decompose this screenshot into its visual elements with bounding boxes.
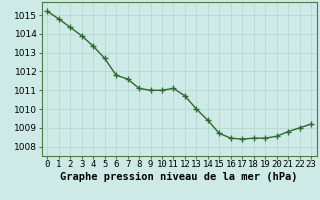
X-axis label: Graphe pression niveau de la mer (hPa): Graphe pression niveau de la mer (hPa) <box>60 172 298 182</box>
